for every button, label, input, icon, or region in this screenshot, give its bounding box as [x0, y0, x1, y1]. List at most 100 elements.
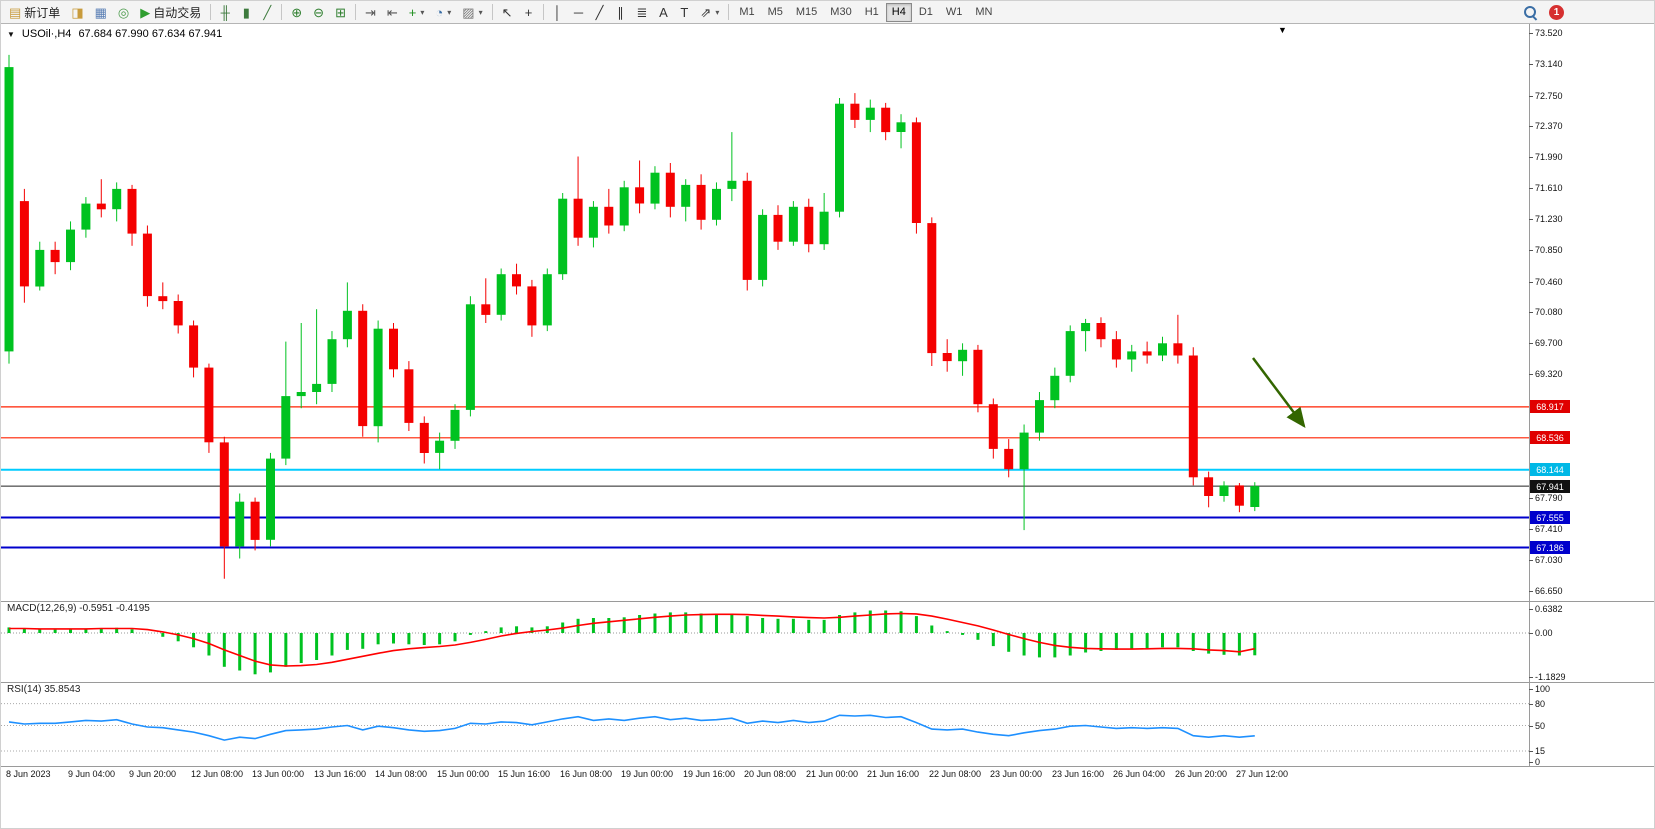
price-axis-tick — [1529, 126, 1533, 127]
rsi-axis-label: 50 — [1535, 721, 1546, 731]
price-tag: 68.917 — [1530, 400, 1570, 413]
price-axis-line — [1529, 24, 1530, 766]
new-order-button[interactable]: ▤ 新订单 — [4, 3, 65, 22]
fibonacci-icon[interactable]: ≣ — [632, 3, 653, 22]
candlestick-chart-icon[interactable]: ▮ — [236, 3, 256, 22]
indicators-glyph: + — [408, 4, 417, 20]
rsi-panel-divider[interactable] — [1, 682, 1654, 683]
macd-axis-tick — [1529, 633, 1533, 634]
rsi-label: RSI(14) 35.8543 — [7, 684, 81, 695]
price-axis-tick — [1529, 219, 1533, 220]
timeframe-h1-button[interactable]: H1 — [864, 6, 879, 18]
equidistant-channel-icon-glyph: ∥ — [617, 4, 624, 20]
time-axis-label: 15 Jun 00:00 — [437, 769, 490, 779]
price-axis-tick — [1529, 374, 1533, 375]
vertical-line-icon[interactable]: │ — [548, 3, 568, 22]
macd-axis-tick — [1529, 677, 1533, 678]
macd-panel-divider[interactable] — [1, 601, 1654, 602]
rsi-axis-label: 0 — [1535, 757, 1541, 767]
price-axis-tick — [1529, 498, 1533, 499]
macd-axis-label: 0.00 — [1535, 628, 1553, 638]
rsi-axis-tick — [1529, 762, 1533, 763]
macd-values: -0.5951 -0.4195 — [79, 603, 150, 614]
tile-windows-icon-glyph: ⊞ — [335, 4, 346, 20]
price-axis-label: 70.080 — [1535, 307, 1563, 317]
chart-shift-icon[interactable]: ⇤ — [382, 3, 403, 22]
templates-button[interactable]: ▨ ▾ — [457, 3, 487, 22]
timeframe-m30-button[interactable]: M30 — [830, 6, 852, 18]
price-tag: 67.555 — [1530, 511, 1570, 524]
horizontal-line-icon-glyph: ─ — [573, 4, 584, 20]
chart-end-marker-icon[interactable]: ▼ — [1278, 25, 1287, 35]
tile-windows-icon[interactable]: ⊞ — [330, 3, 351, 22]
timeframe-m15-button[interactable]: M15 — [795, 6, 818, 18]
bar-chart-icon-glyph: ╫ — [220, 4, 230, 20]
timeframe-m5-button[interactable]: M5 — [767, 6, 783, 18]
time-axis-label: 21 Jun 16:00 — [867, 769, 920, 779]
macd-axis-label: 0.6382 — [1535, 604, 1563, 614]
market-watch-icon[interactable]: ◨ — [66, 3, 88, 22]
bar-chart-icon[interactable]: ╫ — [215, 3, 235, 22]
price-axis-tick — [1529, 188, 1533, 189]
periods-button[interactable]: ◔ ▾ — [430, 3, 456, 22]
notification-badge[interactable]: 1 — [1549, 5, 1564, 20]
chevron-down-icon: ▾ — [420, 7, 425, 17]
price-axis-tick — [1529, 343, 1533, 344]
data-window-icon-glyph: ▦ — [94, 4, 107, 20]
horizontal-line-icon[interactable]: ─ — [569, 3, 589, 22]
text-label-icon[interactable]: T — [674, 3, 694, 22]
equidistant-channel-icon[interactable]: ∥ — [611, 3, 631, 22]
timeframe-m1-button[interactable]: M1 — [739, 6, 755, 18]
rsi-axis-label: 15 — [1535, 746, 1546, 756]
price-axis-label: 71.610 — [1535, 183, 1563, 193]
rsi-axis-tick — [1529, 726, 1533, 727]
time-axis-label: 27 Jun 12:00 — [1236, 769, 1289, 779]
autotrading-button[interactable]: ▶ 自动交易 — [135, 3, 206, 22]
text-icon[interactable]: A — [653, 3, 673, 22]
zoom-in-icon-glyph: ⊕ — [291, 4, 303, 20]
search-icon[interactable] — [1524, 6, 1537, 19]
time-axis-label: 21 Jun 00:00 — [806, 769, 859, 779]
rsi-panel[interactable] — [1, 683, 1655, 766]
toolbar-separator — [542, 4, 544, 20]
chevron-down-icon: ▾ — [715, 7, 720, 17]
toolbar-separator — [281, 4, 283, 20]
toolbar-separator — [728, 4, 730, 20]
trendline-icon[interactable]: ╱ — [590, 3, 610, 22]
zoom-in-icon[interactable]: ⊕ — [286, 3, 307, 22]
time-axis-label: 20 Jun 08:00 — [744, 769, 797, 779]
crosshair-icon[interactable]: + — [519, 3, 539, 22]
cursor-icon[interactable]: ↖ — [497, 3, 518, 22]
price-axis-tick — [1529, 157, 1533, 158]
price-axis-tick — [1529, 96, 1533, 97]
timeframe-d1-button[interactable]: D1 — [918, 6, 933, 18]
time-axis-label: 22 Jun 08:00 — [929, 769, 982, 779]
price-axis-label: 69.700 — [1535, 338, 1563, 348]
time-axis-label: 9 Jun 20:00 — [129, 769, 177, 779]
timeframe-w1-button[interactable]: W1 — [945, 6, 963, 18]
navigator-icon[interactable]: ◎ — [113, 3, 134, 22]
line-chart-icon[interactable]: ╱ — [257, 3, 277, 22]
toolbar-separator — [491, 4, 493, 20]
crosshair-icon-glyph: + — [524, 4, 533, 20]
price-axis-label: 67.790 — [1535, 493, 1563, 503]
timeframe-mn-button[interactable]: MN — [975, 6, 993, 18]
indicators-button[interactable]: + ▾ — [404, 3, 430, 22]
time-axis-label: 26 Jun 04:00 — [1113, 769, 1166, 779]
arrows-icon[interactable]: ⇗ ▾ — [695, 3, 724, 22]
auto-scroll-icon[interactable]: ⇥ — [360, 3, 381, 22]
chevron-down-icon: ▾ — [447, 7, 452, 17]
one-click-trading-collapse-icon[interactable]: ▼ — [7, 29, 15, 39]
toolbar-left: ▤ 新订单 ◨ ▦ ◎ ▶ 自动交易 ╫ ▮ ╱ ⊕ ⊖ ⊞ ⇥ ⇤ + ▾ ◔ ▾ ▨ ▾ ↖ + │ ─ ╱ ∥ ≣ A T ⇗ ▾ M1 M… — [4, 2, 999, 22]
zoom-out-icon[interactable]: ⊖ — [308, 3, 329, 22]
price-axis-label: 70.850 — [1535, 245, 1563, 255]
main-price-chart[interactable] — [1, 24, 1655, 601]
trendline-icon-glyph: ╱ — [595, 4, 604, 20]
data-window-icon[interactable]: ▦ — [90, 3, 112, 22]
timeframe-h4-button[interactable]: H4 — [885, 2, 912, 22]
chevron-down-icon: ▾ — [478, 7, 483, 17]
price-axis-label: 67.410 — [1535, 524, 1563, 534]
macd-panel[interactable] — [1, 602, 1655, 682]
time-axis-label: 13 Jun 16:00 — [314, 769, 367, 779]
